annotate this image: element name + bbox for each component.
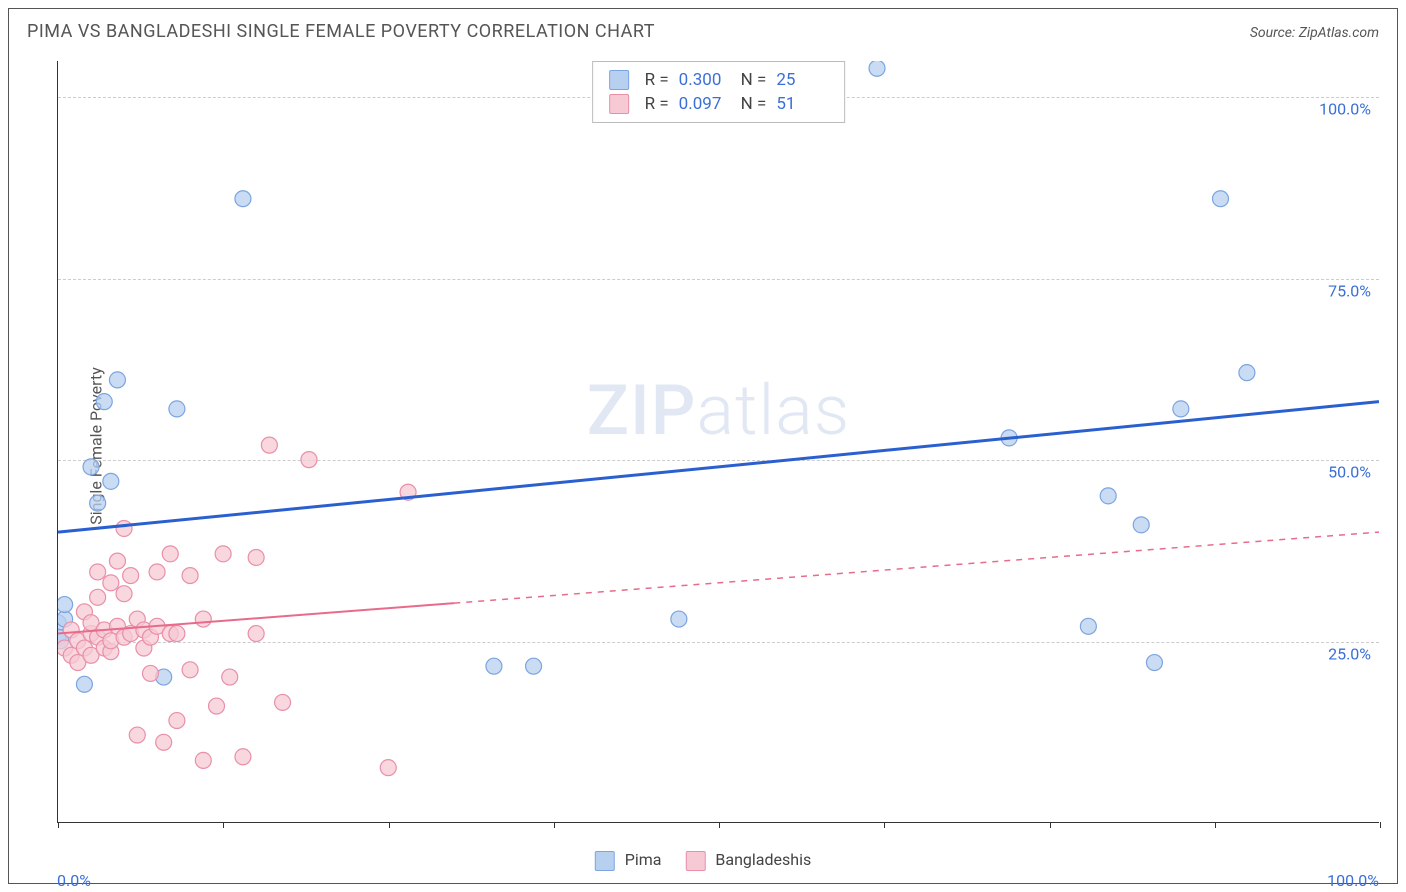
legend-swatch-pima (595, 851, 615, 871)
r-label: R = (645, 70, 669, 90)
legend-swatch-bangladeshis (685, 851, 705, 871)
legend-item-bangladeshis: Bangladeshis (685, 850, 811, 871)
x-tick (1380, 822, 1381, 828)
x-tick (1215, 822, 1216, 828)
x-tick (223, 822, 224, 828)
title-bar: PIMA VS BANGLADESHI SINGLE FEMALE POVERT… (27, 21, 1379, 42)
plot-area: ZIPatlas R = 0.300 N = 25 R = 0.097 N = … (57, 61, 1379, 823)
x-tick (719, 822, 720, 828)
stats-row-bangladeshis: R = 0.097 N = 51 (609, 92, 829, 116)
n-value-pima: 25 (776, 70, 828, 90)
r-label-2: R = (645, 94, 669, 114)
stats-row-pima: R = 0.300 N = 25 (609, 68, 829, 92)
y-tick-label: 75.0% (1328, 281, 1371, 300)
x-tick (1050, 822, 1051, 828)
x-min-label: 0.0% (57, 871, 91, 890)
x-tick (554, 822, 555, 828)
legend-item-pima: Pima (595, 850, 662, 871)
chart-title: PIMA VS BANGLADESHI SINGLE FEMALE POVERT… (27, 21, 655, 42)
x-tick (58, 822, 59, 828)
chart-container: PIMA VS BANGLADESHI SINGLE FEMALE POVERT… (8, 8, 1398, 884)
y-tick-label: 100.0% (1319, 100, 1371, 119)
r-value-pima: 0.300 (679, 70, 731, 90)
x-tick (884, 822, 885, 828)
r-value-bangladeshis: 0.097 (679, 94, 731, 114)
legend-label-pima: Pima (625, 850, 662, 869)
bottom-legend: Pima Bangladeshis (595, 850, 811, 871)
stats-box: R = 0.300 N = 25 R = 0.097 N = 51 (592, 61, 846, 123)
source-credit: Source: ZipAtlas.com (1250, 25, 1379, 41)
x-tick (389, 822, 390, 828)
swatch-pima (609, 70, 629, 90)
y-tick-label: 50.0% (1328, 463, 1371, 482)
x-max-label: 100.0% (1327, 871, 1379, 890)
legend-label-bangladeshis: Bangladeshis (715, 850, 811, 869)
swatch-bangladeshis (609, 94, 629, 114)
n-label: N = (741, 70, 767, 90)
y-tick-label: 25.0% (1328, 644, 1371, 663)
n-label-2: N = (741, 94, 767, 114)
chart-svg (58, 61, 1379, 822)
n-value-bangladeshis: 51 (776, 94, 828, 114)
